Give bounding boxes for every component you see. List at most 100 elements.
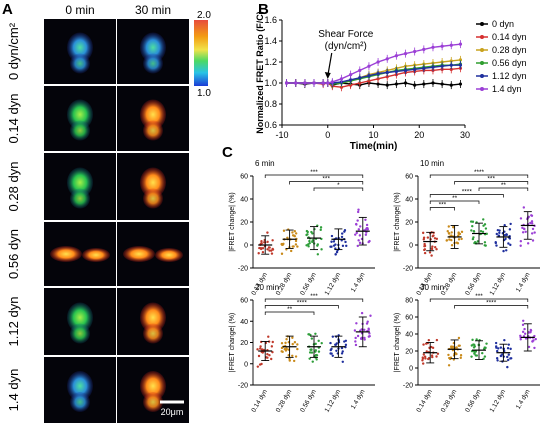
data-point — [497, 347, 500, 350]
data-point — [433, 237, 437, 240]
data-point — [335, 342, 338, 345]
micrograph-r2-c1 — [117, 153, 189, 220]
data-point — [447, 225, 450, 228]
significance-bracket — [289, 181, 364, 185]
data-point — [270, 252, 274, 255]
data-point — [519, 217, 523, 220]
y-tick-label: -20 — [403, 383, 413, 390]
data-point — [271, 239, 274, 242]
data-point — [330, 352, 333, 355]
chart-title: 10 min — [420, 159, 444, 168]
data-point — [447, 232, 451, 235]
y-tick-label: 1.2 — [264, 57, 277, 67]
y-tick-label: 0 — [244, 243, 248, 250]
cell-body — [143, 188, 163, 209]
data-point — [521, 330, 525, 334]
data-point — [421, 359, 424, 362]
data-point — [341, 244, 345, 248]
data-point — [451, 345, 455, 348]
cell-body — [143, 392, 163, 412]
annotation-label: (dyn/cm²) — [325, 41, 367, 52]
y-tick-label: 0.8 — [264, 99, 277, 109]
significance-bracket — [454, 181, 529, 185]
data-point — [357, 208, 360, 211]
data-point — [330, 347, 333, 351]
data-point — [435, 237, 439, 241]
data-point — [369, 314, 372, 317]
data-point — [509, 222, 512, 226]
data-point — [284, 341, 287, 345]
data-point — [354, 343, 358, 347]
data-point — [521, 226, 524, 230]
significance-label: *** — [475, 293, 483, 300]
data-point — [258, 246, 261, 250]
micrograph-r2-c0 — [44, 153, 116, 220]
data-point — [341, 350, 344, 353]
dotplot-20-min: -20 0 20 40 60 |FRET change| (%) 20 min 0.14 dy… — [229, 283, 375, 414]
significance-bracket — [478, 187, 529, 191]
data-point — [475, 354, 479, 357]
data-point — [482, 218, 485, 221]
data-point — [423, 355, 427, 358]
data-point — [431, 65, 435, 69]
data-point — [294, 243, 298, 246]
significance-label: **** — [297, 300, 308, 307]
data-point — [422, 66, 426, 70]
data-point — [292, 359, 296, 363]
data-point — [315, 358, 318, 361]
micrograph-r1-c1 — [117, 86, 189, 151]
significance-label: **** — [462, 189, 473, 196]
data-point — [460, 237, 463, 241]
data-point — [360, 337, 363, 341]
data-point — [344, 240, 347, 244]
data-point — [421, 362, 425, 365]
data-point — [261, 250, 265, 254]
data-point — [470, 229, 473, 232]
data-point — [494, 341, 498, 345]
data-point — [449, 83, 453, 87]
data-point — [385, 57, 389, 61]
data-point — [533, 334, 536, 338]
data-point — [458, 344, 461, 347]
data-point — [531, 227, 535, 231]
data-point — [506, 365, 509, 369]
data-point — [358, 81, 362, 85]
data-point — [509, 357, 512, 360]
data-point — [282, 229, 286, 232]
significance-bracket — [264, 298, 364, 302]
data-point — [260, 348, 264, 351]
data-point — [358, 241, 362, 245]
data-point — [460, 230, 464, 234]
data-point — [469, 220, 473, 223]
data-point — [360, 311, 364, 315]
data-point — [314, 332, 317, 335]
data-point — [368, 239, 371, 243]
cell-body — [143, 323, 163, 344]
data-point — [291, 231, 294, 234]
colorbar-min-label: 1.0 — [197, 88, 211, 99]
data-point — [530, 222, 534, 225]
data-point — [266, 356, 269, 359]
legend-marker — [480, 74, 484, 78]
data-point — [341, 232, 344, 235]
data-point — [430, 247, 434, 251]
x-axis-label: Time(min) — [350, 141, 398, 152]
data-point — [316, 253, 320, 256]
data-point — [292, 245, 295, 248]
legend-entry: 1.12 dyn — [492, 71, 527, 81]
data-point — [423, 245, 426, 248]
cell-body — [67, 167, 93, 198]
data-point — [505, 233, 508, 237]
data-point — [458, 63, 463, 67]
cell-body — [155, 248, 183, 262]
significance-label: *** — [487, 176, 495, 183]
data-point — [284, 81, 289, 85]
data-point — [430, 354, 434, 357]
data-point — [522, 319, 525, 323]
micrograph-r3-c1 — [117, 222, 189, 286]
significance-label: **** — [474, 169, 485, 176]
data-point — [296, 343, 299, 346]
data-point — [533, 346, 536, 350]
data-point — [349, 83, 353, 87]
y-tick-label: 60 — [405, 315, 413, 322]
